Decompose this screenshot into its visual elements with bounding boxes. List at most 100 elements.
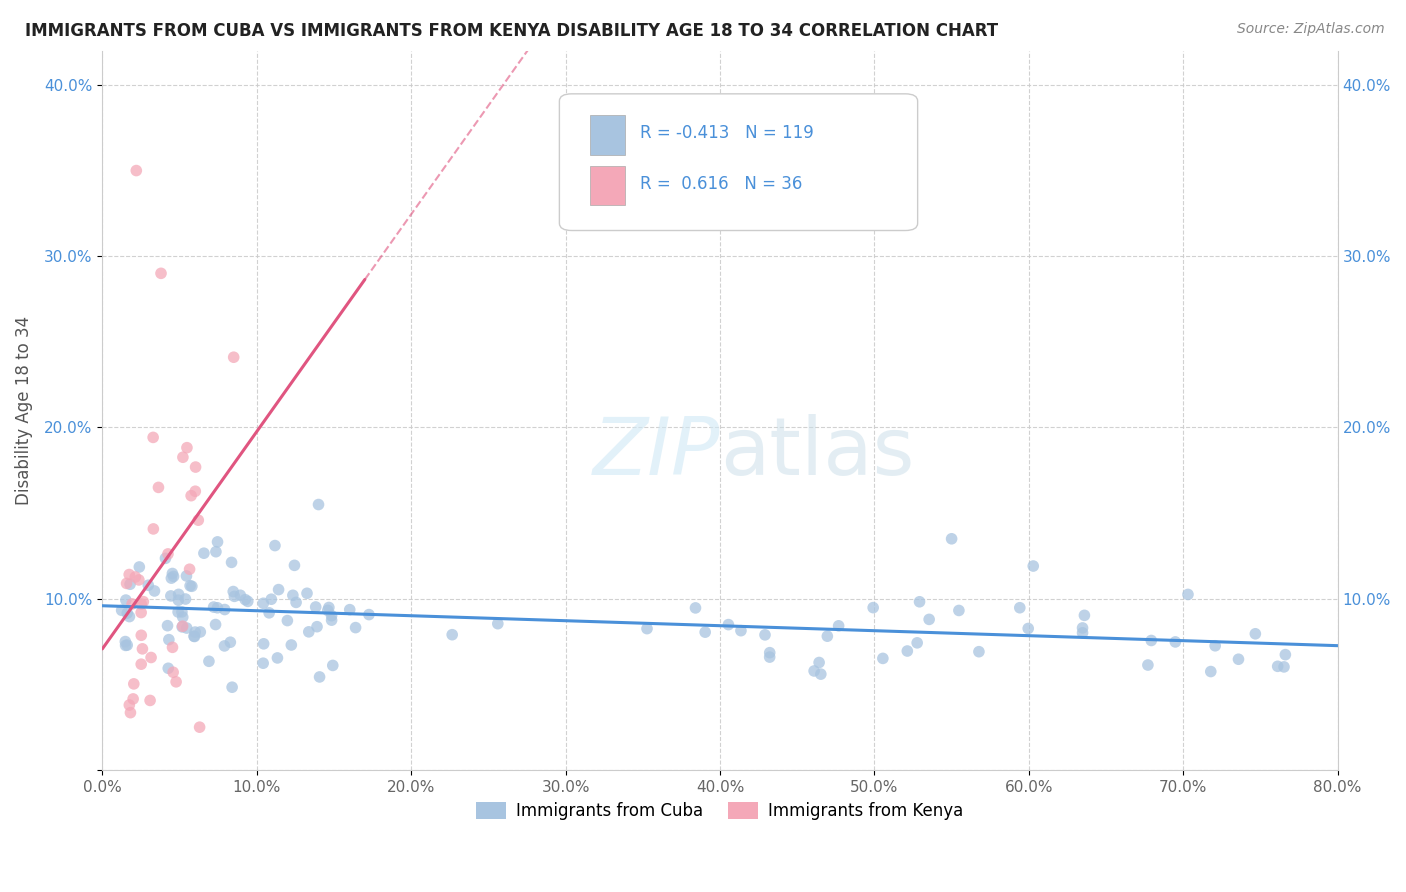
Point bbox=[967, 645, 990, 659]
Point bbox=[321, 613, 343, 627]
Point bbox=[357, 607, 380, 622]
Point bbox=[111, 603, 134, 617]
Point bbox=[754, 628, 776, 642]
Point bbox=[815, 629, 838, 643]
Point bbox=[219, 635, 242, 649]
Point bbox=[184, 484, 207, 499]
Point bbox=[157, 661, 180, 675]
Point bbox=[131, 641, 153, 656]
Point bbox=[129, 657, 152, 672]
Point bbox=[167, 587, 190, 601]
Point bbox=[872, 651, 894, 665]
Point bbox=[179, 562, 201, 576]
FancyBboxPatch shape bbox=[560, 94, 918, 230]
Point bbox=[120, 706, 142, 720]
FancyBboxPatch shape bbox=[591, 115, 624, 155]
Point bbox=[214, 602, 236, 616]
Point bbox=[128, 560, 150, 574]
Point bbox=[717, 617, 740, 632]
Point bbox=[118, 698, 141, 712]
Point bbox=[115, 638, 138, 652]
Point bbox=[224, 590, 246, 604]
Point bbox=[162, 640, 184, 655]
Point bbox=[695, 625, 717, 640]
Point bbox=[1136, 658, 1159, 673]
Point bbox=[179, 579, 201, 593]
Point bbox=[193, 546, 215, 560]
Point bbox=[139, 650, 162, 665]
Point bbox=[236, 594, 259, 608]
Point bbox=[257, 606, 280, 620]
Point bbox=[1272, 660, 1295, 674]
Point bbox=[176, 569, 198, 583]
Point bbox=[1017, 622, 1039, 636]
Point bbox=[172, 450, 194, 465]
Point bbox=[118, 567, 141, 582]
Point bbox=[198, 654, 221, 668]
Point bbox=[176, 441, 198, 455]
Point bbox=[174, 592, 197, 607]
Point bbox=[167, 593, 190, 607]
Point bbox=[183, 630, 205, 644]
Point bbox=[122, 677, 145, 691]
Text: R = -0.413   N = 119: R = -0.413 N = 119 bbox=[640, 124, 814, 143]
Point bbox=[132, 594, 155, 608]
Point bbox=[276, 614, 298, 628]
Text: ZIP: ZIP bbox=[592, 415, 720, 492]
Point bbox=[1199, 665, 1222, 679]
Point bbox=[115, 576, 138, 591]
Point bbox=[905, 636, 928, 650]
Point bbox=[486, 616, 509, 631]
Y-axis label: Disability Age 18 to 34: Disability Age 18 to 34 bbox=[15, 316, 32, 505]
Point bbox=[339, 602, 361, 616]
Point bbox=[139, 693, 162, 707]
Point bbox=[1164, 635, 1187, 649]
Point bbox=[266, 651, 288, 665]
Point bbox=[188, 624, 211, 639]
Point bbox=[187, 513, 209, 527]
Point bbox=[188, 720, 211, 734]
FancyBboxPatch shape bbox=[591, 166, 624, 205]
Point bbox=[1267, 659, 1289, 673]
Point bbox=[260, 592, 283, 607]
Point bbox=[170, 605, 193, 619]
Point bbox=[280, 638, 302, 652]
Point bbox=[318, 600, 340, 615]
Point bbox=[1204, 639, 1226, 653]
Point bbox=[202, 600, 225, 615]
Point bbox=[322, 658, 344, 673]
Text: atlas: atlas bbox=[720, 415, 914, 492]
Point bbox=[827, 619, 849, 633]
Point bbox=[129, 597, 152, 611]
Point bbox=[115, 606, 138, 620]
Point bbox=[1073, 608, 1095, 623]
Text: Source: ZipAtlas.com: Source: ZipAtlas.com bbox=[1237, 22, 1385, 37]
Point bbox=[172, 620, 194, 634]
Legend: Immigrants from Cuba, Immigrants from Kenya: Immigrants from Cuba, Immigrants from Ke… bbox=[470, 795, 970, 826]
Point bbox=[1227, 652, 1250, 666]
Point bbox=[184, 625, 207, 640]
Point bbox=[316, 603, 339, 617]
Point bbox=[305, 599, 328, 614]
Point bbox=[308, 498, 330, 512]
Point bbox=[207, 534, 229, 549]
Point bbox=[180, 579, 202, 593]
Point bbox=[441, 628, 464, 642]
Point bbox=[1244, 627, 1267, 641]
Point bbox=[1071, 625, 1094, 640]
Point bbox=[252, 657, 274, 671]
Point bbox=[1071, 621, 1094, 635]
Point bbox=[636, 622, 658, 636]
Point bbox=[941, 532, 963, 546]
Point bbox=[298, 624, 321, 639]
Point bbox=[150, 266, 173, 280]
Point bbox=[285, 595, 308, 609]
Point bbox=[862, 600, 884, 615]
Point bbox=[281, 588, 304, 602]
Point bbox=[114, 639, 136, 653]
Point bbox=[267, 582, 290, 597]
Point bbox=[283, 558, 305, 573]
Point bbox=[896, 644, 918, 658]
Point bbox=[155, 551, 177, 566]
Point bbox=[685, 601, 707, 615]
